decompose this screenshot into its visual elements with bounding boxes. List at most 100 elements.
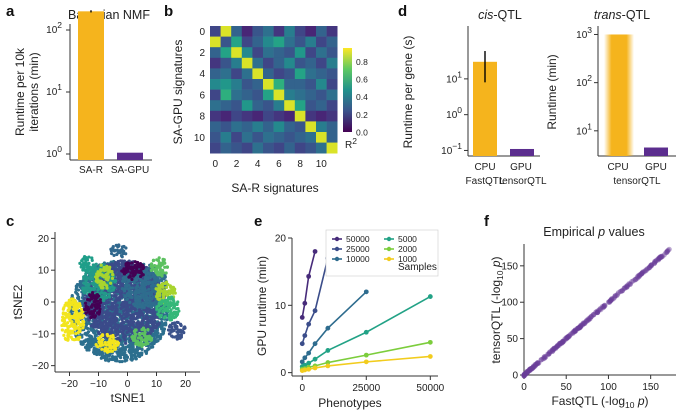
tsne-point (160, 282, 165, 287)
legend-frame (325, 229, 439, 277)
f-point (524, 369, 530, 375)
tsne-point (157, 271, 161, 275)
f-x-tick-label: 100 (600, 382, 617, 393)
tsne-point (148, 275, 153, 279)
f-point (583, 318, 589, 324)
heatmap-cell (210, 110, 221, 122)
tsne-point (138, 302, 142, 306)
tsne-point (82, 257, 87, 261)
heatmap-cell (241, 26, 253, 37)
tsne-point (115, 303, 119, 307)
tsne-x-ticks: −20 −10 0 10 20 (61, 372, 191, 390)
tsne-point (63, 316, 67, 320)
tsne-point (114, 300, 118, 304)
tsne-point (120, 261, 125, 265)
tsne-point (130, 323, 134, 327)
tsne-point (137, 315, 142, 319)
f-point (543, 354, 549, 360)
tsne-point (98, 319, 102, 323)
tsne-point (112, 305, 116, 309)
tsne-point (167, 328, 171, 332)
tsne-point (148, 342, 153, 346)
f-point (612, 294, 618, 300)
tsne-point (89, 297, 94, 301)
tsne-point (133, 317, 137, 321)
heatmap-cell (241, 79, 253, 90)
tsne-point (100, 333, 105, 337)
tsne-point (119, 314, 124, 319)
tsne-point (96, 345, 100, 349)
tsne-point (90, 305, 94, 309)
heatmap-cell (210, 57, 221, 69)
tsne-point (101, 274, 105, 278)
tsne-point (120, 321, 124, 325)
tsne-y-tick-label: 10 (38, 266, 50, 277)
f-point (656, 256, 662, 262)
tsne-point (105, 308, 109, 313)
tsne-point (86, 269, 90, 274)
tsne-point (84, 326, 88, 330)
heatmap-cell (284, 79, 296, 90)
tsne-point (158, 337, 162, 341)
f-point (528, 365, 534, 372)
panel-letter-c: c (6, 213, 14, 230)
tsne-point (112, 357, 116, 362)
tsne-point (128, 349, 132, 353)
f-point (538, 357, 544, 363)
f-y-tick-label: 150 (501, 261, 518, 272)
tsne-point (73, 327, 77, 331)
f-point (527, 367, 533, 374)
tsne-point (160, 285, 164, 289)
f-point (633, 276, 639, 282)
tsne-point (167, 289, 171, 293)
tsne-point (127, 322, 131, 327)
tsne-point (64, 323, 68, 328)
tsne-x-tick-label: −10 (90, 379, 107, 390)
f-point (575, 325, 581, 331)
tsne-point (174, 307, 179, 311)
heatmap-y-tick-label: 10 (194, 133, 206, 144)
tsne-point (121, 300, 125, 305)
tsne-point (160, 273, 164, 278)
heatmap-cell (294, 79, 306, 90)
tsne-point (74, 306, 78, 310)
tsne-point (101, 307, 105, 311)
f-point (521, 372, 528, 378)
heatmap-cell (294, 100, 306, 112)
tsne-point (90, 343, 95, 347)
tsne-point (163, 265, 167, 269)
heatmap-cell (273, 132, 285, 143)
tsne-point (170, 285, 174, 289)
heatmap-cell (284, 36, 296, 48)
f-point (533, 361, 539, 367)
tsne-point (138, 274, 143, 279)
heatmap-cell (231, 26, 243, 37)
tsne-x-tick-label: −20 (61, 379, 78, 390)
f-point (601, 303, 607, 310)
tsne-point (126, 262, 131, 266)
f-point (531, 364, 537, 370)
f-point (521, 373, 527, 379)
f-point (546, 349, 553, 355)
tsne-point (143, 349, 147, 353)
heatmap-cell (220, 89, 232, 101)
heatmap-cell (231, 142, 243, 154)
tsne-point (120, 342, 124, 346)
tsne-point (113, 347, 117, 351)
tsne-point (169, 311, 173, 316)
heatmap-cell (220, 57, 232, 69)
tsne-point (182, 327, 186, 331)
tsne-point (172, 321, 177, 325)
f-point (551, 345, 557, 351)
colorbar-tick-label: 0.8 (356, 57, 368, 67)
tsne-point (141, 313, 145, 318)
tsne-point (118, 360, 122, 364)
tsne-point (175, 302, 179, 307)
tsne-point (66, 308, 71, 312)
heatmap-cell (263, 121, 274, 133)
tsne-point (92, 281, 96, 285)
tsne-point (129, 352, 134, 356)
tsne-point (97, 305, 101, 309)
tsne-point (171, 315, 176, 319)
f-point (526, 367, 533, 373)
